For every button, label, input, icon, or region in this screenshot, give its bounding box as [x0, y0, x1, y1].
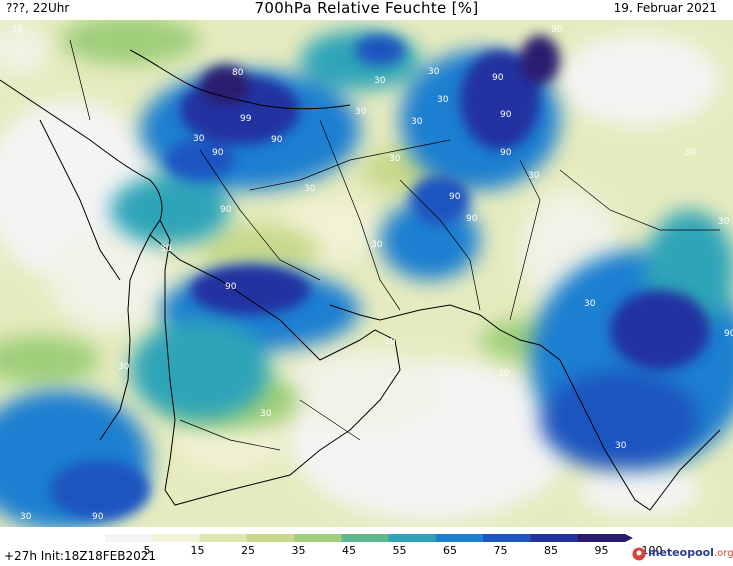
colorbar-tick-label: 100 — [641, 544, 663, 557]
colorbar-gradient — [105, 534, 633, 542]
contour-label: 90 — [466, 214, 478, 224]
contour-label: 30 — [389, 154, 401, 164]
contour-label: 30 — [428, 67, 440, 77]
contour-labels: 30 80 99 90 90 30 90 90 30 90 30 30 30 90 30 30 30 90 30 90… — [11, 25, 733, 522]
meteopool-logo[interactable]: meteopool.org — [632, 546, 733, 564]
contour-label: 30 — [193, 134, 205, 144]
colorbar: 5 15 25 35 45 55 65 75 85 95 100 — [105, 529, 663, 557]
colorbar-tick-label: 85 — [544, 544, 558, 557]
contour-label: 90 — [92, 512, 104, 522]
contour-label: 30 — [374, 76, 386, 86]
forecast-init-label: +27h Init:18Z18FEB2021 — [4, 549, 156, 563]
map-title: 700hPa Relative Feuchte [%] — [254, 0, 479, 17]
colorbar-tick-label: 35 — [291, 544, 306, 557]
colorbar-segment — [435, 534, 484, 542]
contour-label: 90 — [724, 329, 733, 339]
contour-label: 30 — [615, 441, 627, 451]
colorbar-segment — [388, 534, 437, 542]
colorbar-segment — [246, 534, 295, 542]
logo-text: meteopool.org — [648, 546, 733, 559]
contour-label: 30 — [11, 25, 23, 35]
contour-label: 30 — [411, 117, 423, 127]
logo-pin-icon — [632, 547, 646, 561]
contour-label: 30 — [355, 107, 367, 117]
contour-label: 90 — [492, 73, 504, 83]
colorbar-segment — [152, 534, 201, 542]
country-borders — [69, 39, 720, 451]
contour-label: 30 — [437, 95, 449, 105]
contour-label: 90 — [500, 110, 512, 120]
colorbar-tick-label: 45 — [342, 544, 356, 557]
contour-label: 90 — [449, 192, 461, 202]
colorbar-segment — [294, 534, 342, 542]
contour-label: 90 — [212, 148, 224, 158]
colorbar-tick-label: 55 — [392, 544, 407, 557]
date-label: 19. Februar 2021 — [613, 1, 717, 15]
colorbar-tick-label: 65 — [443, 544, 457, 557]
colorbar-tick-label: 75 — [493, 544, 508, 557]
contour-label: 30 — [718, 217, 730, 227]
colorbar-segment — [530, 534, 579, 542]
valid-time-label: ???, 22Uhr — [6, 1, 70, 15]
contour-label: 90 — [271, 135, 283, 145]
colorbar-tick-label: 95 — [594, 544, 609, 557]
contour-label: 30 — [384, 337, 396, 347]
contour-label: 30 — [260, 409, 272, 419]
header: ???, 22Uhr 700hPa Relative Feuchte [%] 1… — [0, 0, 733, 20]
humidity-map: 30 80 99 90 90 30 90 90 30 90 30 30 30 90 30 30 30 90 30 90… — [0, 20, 733, 527]
contour-label: 30 — [684, 148, 696, 158]
contour-label: 30 — [20, 512, 32, 522]
footer: 5 15 25 35 45 55 65 75 85 95 100 +27h Init:18Z18FE… — [0, 527, 733, 566]
contour-label: 99 — [240, 114, 252, 124]
colorbar-segment — [199, 534, 248, 542]
colorbar-segment — [341, 534, 390, 542]
contour-label: 30 — [118, 362, 130, 372]
contour-label: 90 — [220, 205, 232, 215]
contour-label: 90 — [551, 25, 563, 35]
coastlines — [0, 49, 721, 511]
contour-label: 30 — [160, 244, 172, 254]
saturated-areas — [50, 35, 710, 520]
colorbar-segment — [105, 534, 153, 542]
contour-label: 30 — [498, 369, 510, 379]
colorbar-extend-arrow — [625, 534, 633, 542]
contour-label: 30 — [304, 184, 316, 194]
contour-label: 80 — [232, 68, 244, 78]
colorbar-tick-label: 5 — [143, 544, 151, 557]
contour-label: 30 — [584, 299, 596, 309]
colorbar-tick-label: 25 — [241, 544, 255, 557]
contour-label: 90 — [500, 148, 512, 158]
contour-label: 30 — [528, 171, 540, 181]
colorbar-tick-label: 15 — [190, 544, 205, 557]
contour-label: 30 — [371, 240, 383, 250]
colorbar-segment — [483, 534, 531, 542]
contour-label: 90 — [225, 282, 237, 292]
colorbar-segment — [577, 534, 626, 542]
